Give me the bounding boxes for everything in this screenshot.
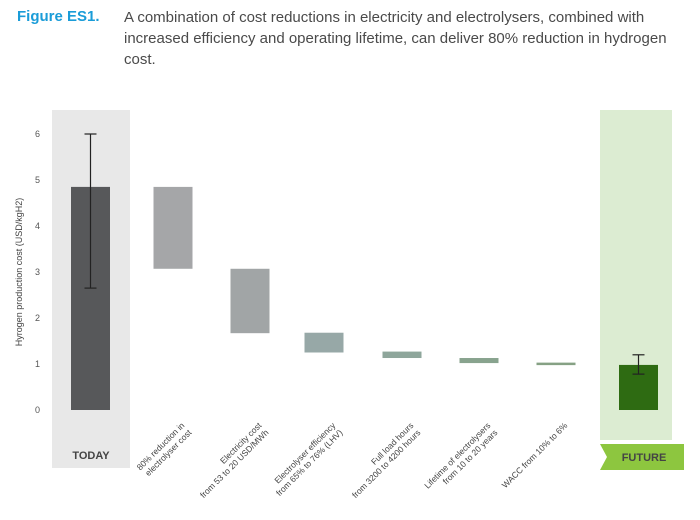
category-label-5: Lifetime of electrolysersfrom 10 to 20 y… [422,420,499,497]
category-label-1: 80% reduction inelectrolyser cost [135,420,194,479]
figure-label: Figure ES1. [17,8,100,25]
y-axis: 0 1 2 3 4 5 6 [35,129,40,415]
y-tick-label-2: 2 [35,313,40,323]
future-label: FUTURE [622,452,667,464]
category-label-2: Electricity costfrom 53 to 20 USD/MWh [191,420,271,500]
category-label-6: WACC from 10% to 6% [500,420,570,490]
today-error-bar [84,133,97,289]
future-error-bar [632,354,645,375]
reduction-bar-6 [536,362,576,366]
y-axis-label: Hyrogen production cost (USD/kgH2) [14,198,24,347]
y-tick-label-4: 4 [35,221,40,231]
category-label-4: Full load hoursfrom 3200 to 4200 hours [343,420,423,500]
bars-group [71,133,658,410]
figure-caption: A combination of cost reductions in elec… [124,9,667,68]
category-label-3: Electrolyser efficiencyfrom 65% to 76% (… [267,420,345,498]
reduction-bar-3 [304,332,344,353]
y-tick-label-1: 1 [35,359,40,369]
reduction-bar-1 [153,186,193,269]
reduction-bar-4 [382,351,422,359]
reduction-bar-2 [230,268,270,334]
y-tick-label-6: 6 [35,129,40,139]
future-tag [600,444,684,470]
y-tick-label-5: 5 [35,175,40,185]
today-label: TODAY [72,450,110,462]
y-tick-label-3: 3 [35,267,40,277]
reduction-bar-5 [459,358,499,364]
y-tick-label-0: 0 [35,405,40,415]
category-labels: 80% reduction inelectrolyser cost Electri… [135,420,570,500]
